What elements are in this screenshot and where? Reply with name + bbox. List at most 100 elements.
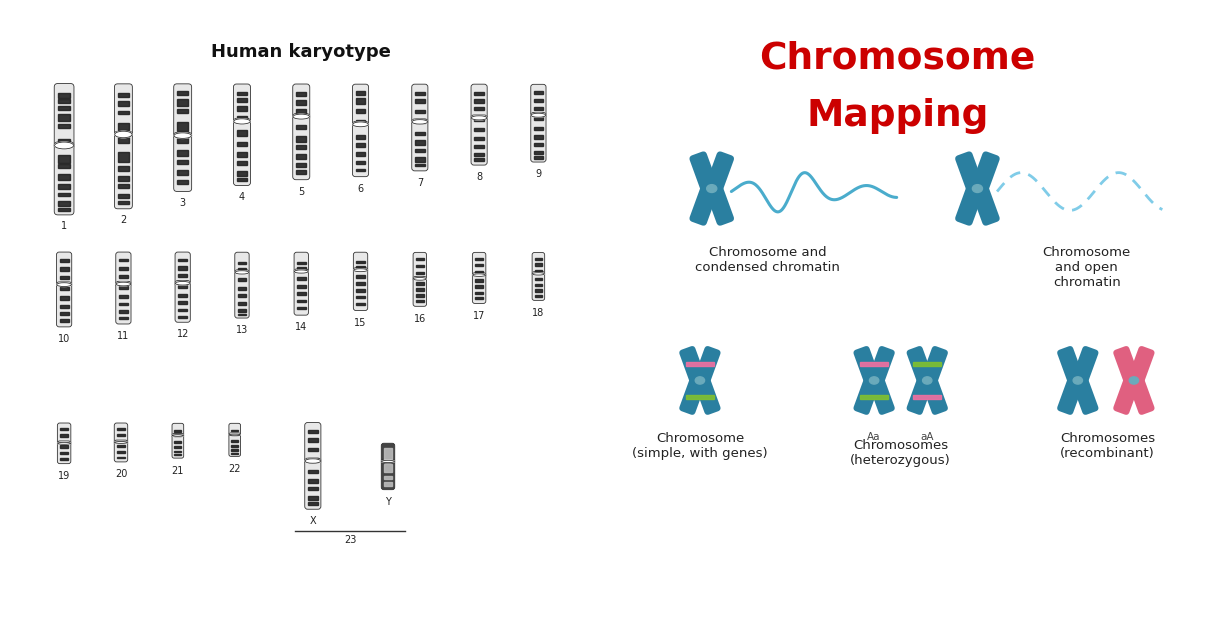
Ellipse shape — [174, 133, 192, 138]
Bar — [296, 307, 306, 309]
FancyBboxPatch shape — [472, 273, 486, 304]
Bar — [415, 132, 424, 135]
FancyBboxPatch shape — [114, 440, 128, 462]
Text: 9: 9 — [535, 169, 541, 179]
FancyBboxPatch shape — [54, 142, 74, 215]
FancyBboxPatch shape — [956, 151, 984, 194]
Ellipse shape — [353, 122, 369, 127]
FancyBboxPatch shape — [116, 252, 131, 286]
Ellipse shape — [293, 114, 310, 119]
Bar — [60, 445, 69, 447]
Bar — [119, 310, 128, 312]
Bar — [58, 124, 70, 128]
Bar — [415, 158, 424, 162]
Bar — [308, 496, 318, 500]
Bar — [60, 458, 69, 460]
FancyBboxPatch shape — [234, 119, 251, 186]
FancyBboxPatch shape — [229, 423, 241, 437]
Text: 21: 21 — [171, 466, 184, 476]
FancyBboxPatch shape — [305, 458, 321, 509]
Bar — [119, 295, 128, 298]
Bar — [119, 274, 128, 278]
Text: 11: 11 — [117, 331, 129, 341]
Bar — [118, 111, 129, 114]
FancyBboxPatch shape — [705, 184, 734, 226]
Ellipse shape — [695, 377, 705, 384]
Bar — [237, 143, 247, 146]
Ellipse shape — [382, 461, 394, 463]
Bar — [117, 434, 125, 436]
Bar — [175, 430, 181, 432]
Bar — [117, 451, 125, 453]
Bar — [534, 156, 543, 158]
Bar — [296, 300, 306, 302]
Bar — [118, 101, 129, 106]
Bar — [475, 297, 483, 299]
Bar — [686, 362, 715, 366]
Bar — [534, 98, 543, 102]
FancyBboxPatch shape — [956, 184, 984, 226]
Bar — [118, 122, 129, 130]
Bar — [177, 180, 188, 184]
Bar — [58, 164, 70, 168]
Bar — [355, 109, 365, 113]
Bar — [237, 152, 247, 156]
Bar — [296, 277, 306, 280]
Ellipse shape — [235, 271, 249, 274]
Bar — [475, 99, 484, 103]
Bar — [177, 150, 188, 156]
FancyBboxPatch shape — [906, 346, 934, 386]
Ellipse shape — [412, 120, 428, 124]
Text: Y: Y — [386, 497, 390, 507]
Bar — [59, 319, 69, 322]
Bar — [58, 139, 70, 144]
FancyBboxPatch shape — [235, 270, 249, 318]
Bar — [355, 120, 365, 124]
Bar — [58, 100, 70, 103]
FancyBboxPatch shape — [353, 252, 368, 273]
Bar — [475, 128, 484, 131]
Bar — [178, 259, 187, 261]
Text: X: X — [310, 516, 316, 526]
Text: 15: 15 — [354, 318, 366, 328]
Bar — [58, 192, 70, 196]
Text: 22: 22 — [229, 464, 241, 474]
FancyBboxPatch shape — [1057, 346, 1084, 386]
FancyBboxPatch shape — [305, 423, 321, 464]
Ellipse shape — [229, 434, 240, 436]
Bar — [384, 476, 392, 479]
FancyBboxPatch shape — [530, 85, 546, 118]
Bar — [178, 285, 187, 288]
Bar — [384, 482, 392, 486]
FancyBboxPatch shape — [533, 252, 545, 276]
Bar — [357, 297, 365, 298]
FancyBboxPatch shape — [7, 19, 595, 613]
Bar — [59, 305, 69, 307]
Bar — [237, 278, 246, 281]
FancyBboxPatch shape — [381, 443, 395, 464]
Bar — [534, 91, 543, 94]
Bar — [296, 163, 306, 167]
Text: 7: 7 — [417, 178, 423, 188]
FancyBboxPatch shape — [114, 131, 133, 209]
FancyBboxPatch shape — [853, 375, 881, 415]
Bar — [237, 314, 246, 315]
Bar — [913, 362, 941, 366]
Bar — [59, 297, 69, 300]
Bar — [308, 479, 318, 483]
Bar — [231, 452, 239, 454]
Ellipse shape — [114, 131, 133, 138]
Bar — [475, 292, 483, 294]
Bar — [237, 268, 246, 271]
FancyBboxPatch shape — [413, 252, 427, 281]
Text: Chromosome
and open
chromatin: Chromosome and open chromatin — [1042, 246, 1130, 289]
Bar — [475, 264, 483, 266]
Text: 23: 23 — [345, 535, 357, 545]
FancyBboxPatch shape — [694, 375, 721, 415]
Bar — [296, 136, 306, 142]
Text: Chromosome
(simple, with genes): Chromosome (simple, with genes) — [633, 432, 768, 461]
Bar — [60, 428, 69, 430]
Bar — [534, 136, 543, 139]
FancyBboxPatch shape — [921, 346, 948, 386]
Ellipse shape — [175, 281, 190, 285]
